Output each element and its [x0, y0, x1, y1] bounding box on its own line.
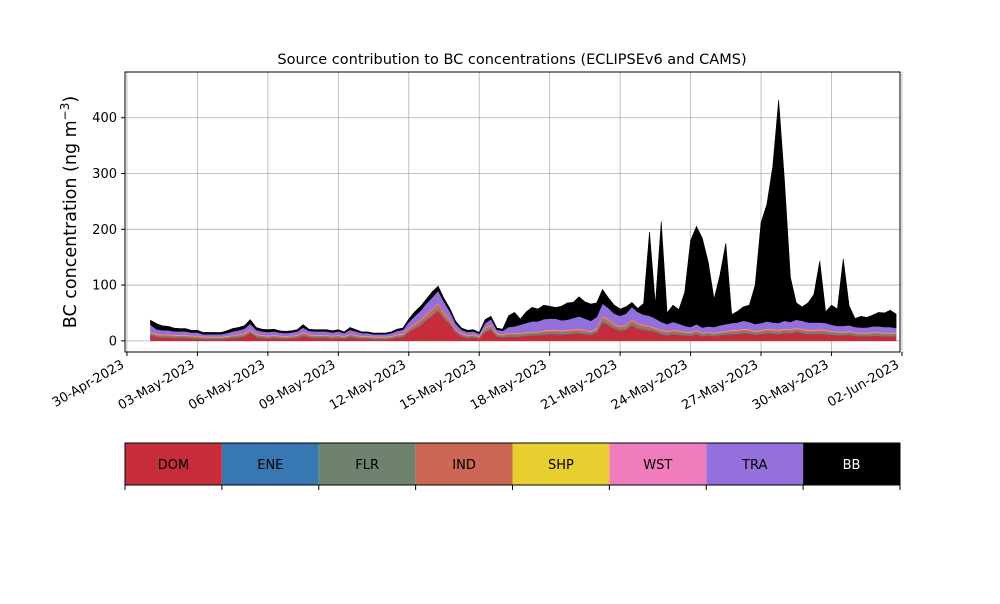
plot-frame	[124, 71, 901, 353]
legend-label-tra: TRA	[741, 458, 767, 473]
x-tick-label: 03-May-2023	[116, 357, 198, 413]
y-tick-label: 100	[92, 279, 117, 294]
legend-label-wst: WST	[643, 458, 672, 473]
x-tick-label: 27-May-2023	[679, 357, 761, 413]
legend-label-dom: DOM	[158, 458, 189, 473]
legend-swatch-ene	[221, 443, 319, 485]
legend-swatch-dom	[125, 443, 222, 485]
legend-label-bb: BB	[843, 458, 861, 473]
x-tick-label: 18-May-2023	[468, 357, 550, 413]
x-tick-label: 12-May-2023	[327, 357, 409, 413]
legend-swatch-ind	[415, 443, 513, 485]
area-series-bb	[150, 99, 897, 335]
y-tick-label: 0	[109, 334, 117, 349]
x-tick-label: 02-Jun-2023	[825, 357, 902, 410]
legend-label-ene: ENE	[257, 458, 283, 473]
legend-swatch-shp	[512, 443, 610, 485]
y-axis-label: BC concentration (ng m−3)	[58, 96, 81, 328]
y-tick-label: 400	[92, 111, 117, 126]
legend-swatch-flr	[318, 443, 416, 485]
legend-label-flr: FLR	[355, 458, 379, 473]
x-tick-label: 30-May-2023	[750, 357, 832, 413]
x-tick-label: 06-May-2023	[186, 357, 268, 413]
legend-label-ind: IND	[452, 458, 476, 473]
legend: DOM ENE FLR IND SHP WST TRA BB	[124, 442, 901, 490]
y-tick-label: 200	[92, 223, 117, 238]
chart-title: Source contribution to BC concentrations…	[277, 52, 746, 68]
y-axis-label-sup: −3	[58, 103, 72, 121]
y-tick-label: 300	[92, 167, 117, 182]
legend-label-shp: SHP	[548, 458, 574, 473]
x-tick-label: 30-Apr-2023	[50, 357, 127, 410]
x-tick-label: 24-May-2023	[609, 357, 691, 413]
plot-area: 0 100 200 300 400 30-Apr-202303-May-202306-Ma…	[50, 71, 903, 413]
x-tick-label: 09-May-2023	[257, 357, 339, 413]
y-axis-label-close: )	[61, 96, 81, 103]
legend-swatch-wst	[609, 443, 707, 485]
legend-swatch-bb	[803, 443, 900, 485]
x-tick-label: 15-May-2023	[398, 357, 480, 413]
legend-swatch-tra	[706, 443, 804, 485]
x-tick-label: 21-May-2023	[538, 357, 620, 413]
y-axis-label-text: BC concentration (ng m	[61, 120, 81, 328]
